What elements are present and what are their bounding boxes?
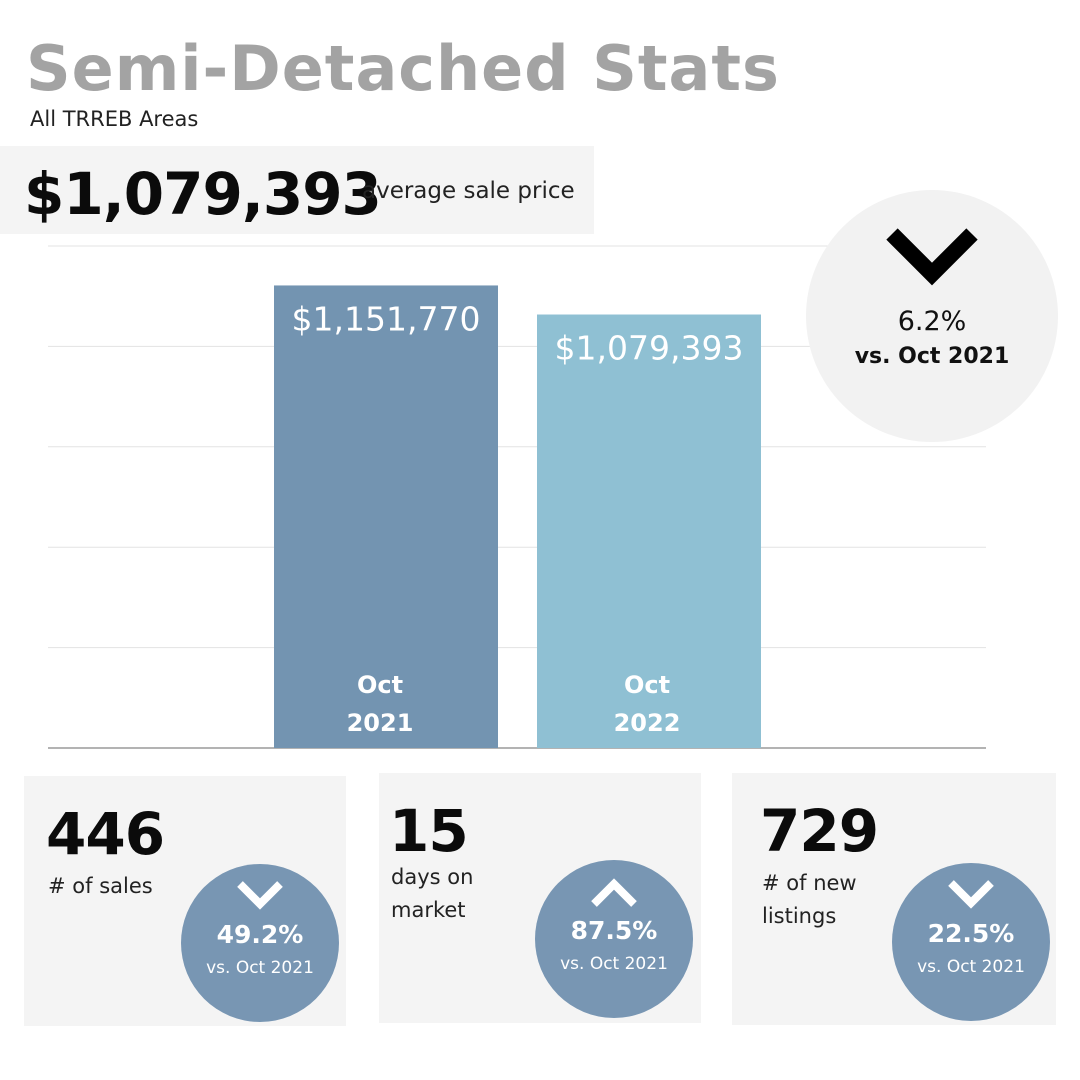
stat-change-badge: 49.2% vs. Oct 2021: [181, 864, 339, 1022]
page-subtitle: All TRREB Areas: [30, 107, 199, 131]
stat-card-new-listings: 729 # of new listings 22.5% vs. Oct 2021: [732, 773, 1056, 1025]
stat-card-sales: 446 # of sales 49.2% vs. Oct 2021: [24, 776, 346, 1026]
stat-value: 729: [760, 797, 879, 865]
stat-label: days on market: [391, 865, 474, 922]
stat-change-badge: 87.5% vs. Oct 2021: [535, 860, 693, 1018]
page-title: Semi-Detached Stats: [26, 32, 780, 105]
bar-category-label: 2021: [347, 709, 414, 737]
bar-category-label: Oct: [624, 671, 670, 699]
bar-oct-2022: [537, 314, 761, 748]
stat-change-comparison: vs. Oct 2021: [560, 954, 668, 974]
stat-change-badge: 22.5% vs. Oct 2021: [892, 863, 1050, 1021]
chevron-down-icon: [948, 880, 994, 909]
headline-price-label: average sale price: [362, 178, 575, 204]
price-bar-chart: $1,151,770 Oct 2021 $1,079,393 Oct 2022: [48, 245, 986, 749]
price-change-comparison: vs. Oct 2021: [854, 344, 1010, 369]
chevron-down-icon: [237, 881, 283, 910]
stat-change-comparison: vs. Oct 2021: [917, 957, 1025, 977]
stat-card-days-on-market: 15 days on market 87.5% vs. Oct 2021: [379, 773, 701, 1023]
stat-change-comparison: vs. Oct 2021: [206, 958, 314, 978]
headline-price: $1,079,393: [24, 160, 382, 228]
bar-value-label: $1,079,393: [555, 329, 744, 368]
stat-change-percent: 22.5%: [927, 919, 1015, 948]
stat-label: # of new listings: [762, 871, 857, 928]
stat-value: 15: [389, 797, 469, 865]
price-change-circle: 6.2% vs. Oct 2021: [806, 190, 1058, 442]
bar-value-label: $1,151,770: [292, 299, 481, 338]
stat-change-percent: 87.5%: [570, 916, 658, 945]
price-change-percent: 6.2%: [897, 306, 967, 337]
bar-oct-2021: [274, 285, 498, 748]
chevron-up-icon: [591, 878, 637, 907]
bar-category-label: Oct: [357, 671, 403, 699]
headline-price-box: [0, 146, 594, 234]
stat-value: 446: [46, 800, 165, 868]
stat-change-percent: 49.2%: [216, 920, 304, 949]
bar-category-label: 2022: [614, 709, 681, 737]
stat-label: # of sales: [48, 874, 153, 898]
chevron-down-icon: [886, 228, 978, 286]
